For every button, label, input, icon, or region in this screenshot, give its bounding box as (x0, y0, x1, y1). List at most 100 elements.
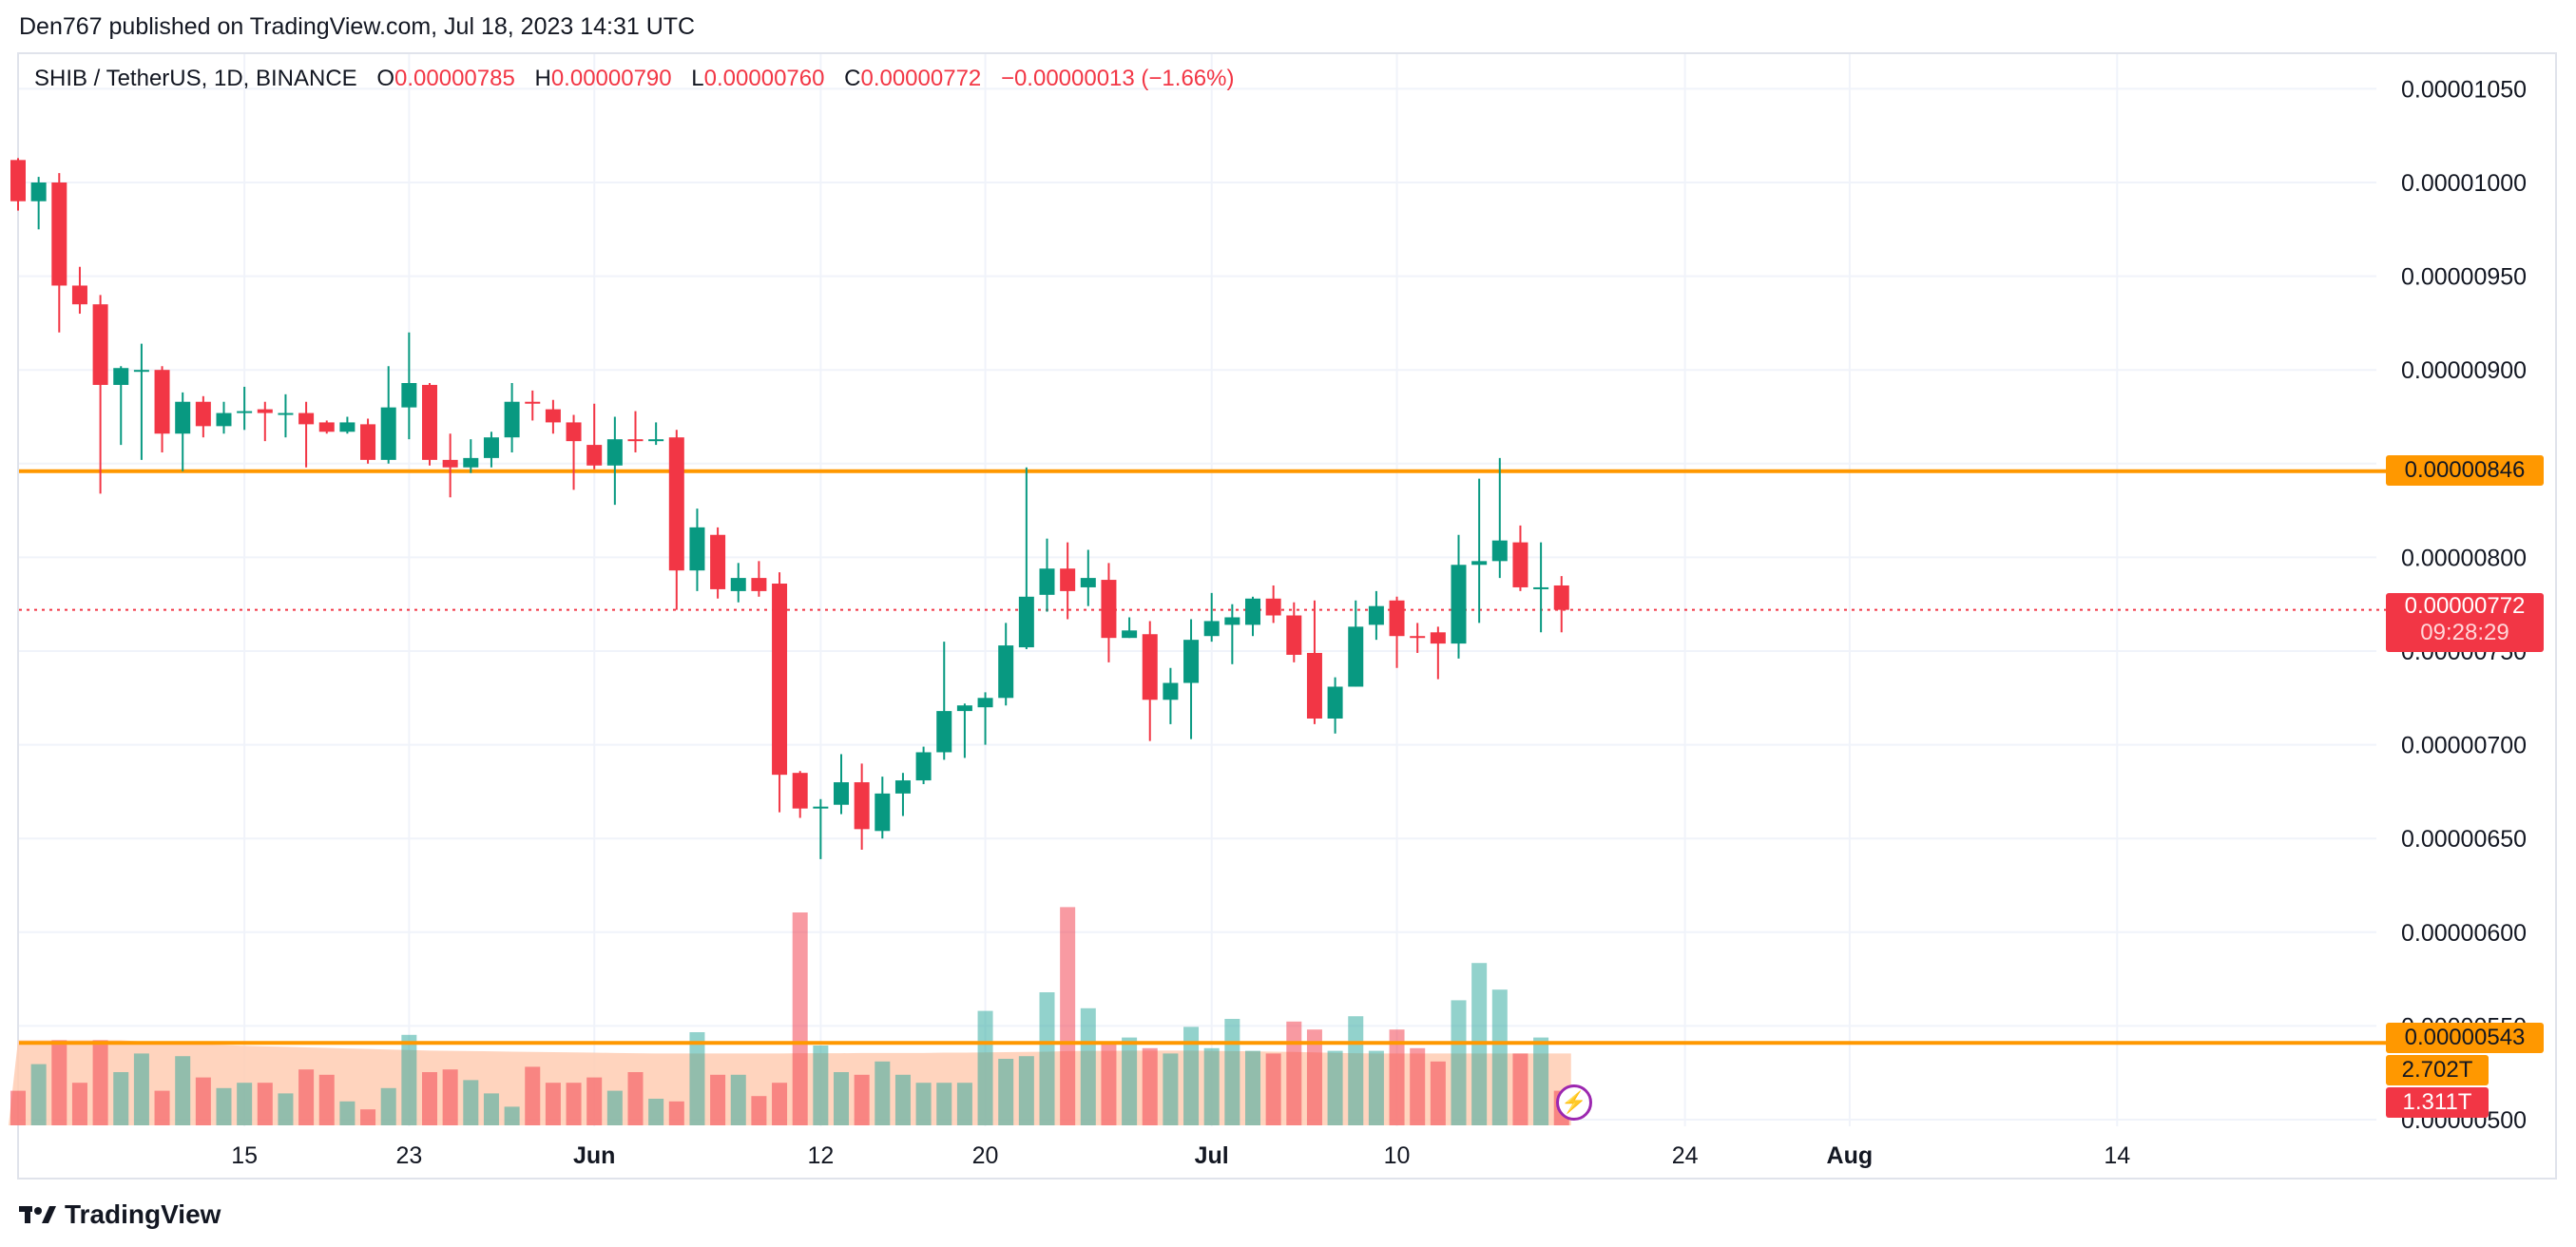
candle-body (854, 782, 870, 830)
candle (504, 383, 520, 452)
candle (545, 399, 561, 434)
volume-bar (483, 1093, 499, 1125)
candle (1451, 534, 1467, 659)
candle (627, 411, 644, 452)
candle (257, 401, 273, 442)
candle-body (318, 422, 335, 432)
candle-body (525, 401, 541, 404)
x-tick-label: 24 (1672, 1142, 1699, 1169)
last-price-label: 0.00000772 09:28:29 (2386, 593, 2544, 652)
candle (1306, 600, 1322, 724)
bar-countdown: 09:28:29 (2420, 620, 2509, 645)
volume-bar (195, 1077, 211, 1125)
volume-bar (298, 1069, 315, 1125)
candle-body (1410, 636, 1426, 639)
volume-bar (894, 1074, 911, 1125)
candle (380, 366, 396, 464)
low-label: L (691, 66, 704, 91)
time-axis[interactable]: 15 23 Jun 12 20 Jul 10 24 Aug 14 (231, 1142, 2130, 1169)
candle (648, 422, 664, 446)
candle (1368, 590, 1384, 641)
candle-body (463, 457, 479, 468)
candles[interactable] (10, 158, 1569, 859)
candle-body (1183, 640, 1200, 683)
volume-bar (1327, 1050, 1343, 1125)
candle (1060, 542, 1076, 620)
volume-bar (668, 1101, 684, 1125)
symbol-legend[interactable]: SHIB / TetherUS, 1D, BINANCE O0.00000785… (34, 66, 1234, 92)
candle (1203, 592, 1220, 643)
candle-body (10, 160, 26, 201)
x-tick-label: Aug (1827, 1142, 1874, 1169)
volume-bar (1348, 1016, 1364, 1125)
volume-bar (380, 1087, 396, 1125)
candle (875, 777, 891, 839)
candle (1327, 677, 1343, 734)
candle (1101, 563, 1117, 662)
candle (525, 390, 541, 421)
volume-bar (504, 1106, 520, 1125)
candle-body (278, 412, 294, 415)
candle (92, 295, 108, 494)
volume-bar (1245, 1050, 1260, 1125)
candle (318, 420, 335, 434)
symbol-name[interactable]: SHIB / TetherUS, 1D, BINANCE (34, 66, 357, 91)
volume-bar (1451, 1000, 1467, 1125)
candle (956, 703, 972, 758)
volume-bar (875, 1061, 891, 1125)
candle-body (1163, 682, 1179, 700)
last-price-value: 0.00000772 (2404, 593, 2526, 619)
x-tick-label: Jun (573, 1142, 615, 1169)
lightning-icon[interactable]: ⚡ (1556, 1084, 1592, 1121)
candle (1389, 596, 1405, 668)
candle (730, 563, 746, 603)
volume-ma-area (9, 1040, 1571, 1125)
candle-body (1203, 621, 1220, 637)
grid (19, 54, 2376, 1126)
candle (936, 642, 952, 760)
volume-bar (730, 1074, 746, 1125)
candle (813, 798, 829, 859)
candle-body (648, 439, 664, 442)
candle (1122, 617, 1138, 639)
volume-bar (1080, 1007, 1096, 1125)
open-label: O (376, 66, 395, 91)
candle (216, 401, 232, 434)
candle-body (257, 409, 273, 413)
volume-bar (257, 1083, 273, 1125)
candle (195, 395, 211, 438)
candle-body (834, 782, 849, 805)
candle-body (875, 793, 891, 832)
volume-bar (956, 1083, 972, 1125)
volume-bar (977, 1010, 993, 1125)
candle (1410, 623, 1426, 653)
candle (401, 332, 417, 440)
candle-body (1430, 632, 1446, 644)
volume-bar (10, 1090, 26, 1125)
volume-bar (30, 1064, 47, 1125)
candle-body (1101, 580, 1117, 639)
volume-bar (278, 1093, 294, 1125)
tradingview-logo-icon (19, 1206, 56, 1223)
candle (463, 439, 479, 473)
candle (51, 173, 67, 333)
tradingview-logo[interactable]: TradingView (19, 1199, 221, 1230)
candle-body (710, 534, 726, 589)
candle-body (483, 437, 499, 458)
volume-bar (463, 1080, 479, 1125)
close-label: C (844, 66, 861, 91)
volume-bar (1203, 1047, 1220, 1125)
candle-body (360, 424, 376, 460)
volume-bar (1430, 1061, 1446, 1125)
candle-body (1471, 561, 1488, 566)
candle (586, 403, 603, 470)
volume-bar (751, 1096, 767, 1125)
candle (1183, 619, 1200, 739)
candle (1245, 596, 1260, 637)
candle (1163, 667, 1179, 724)
volume-bar (1224, 1019, 1240, 1125)
horizontal-levels[interactable] (19, 469, 2386, 1046)
candle-body (1080, 578, 1096, 587)
high-label: H (534, 66, 551, 91)
